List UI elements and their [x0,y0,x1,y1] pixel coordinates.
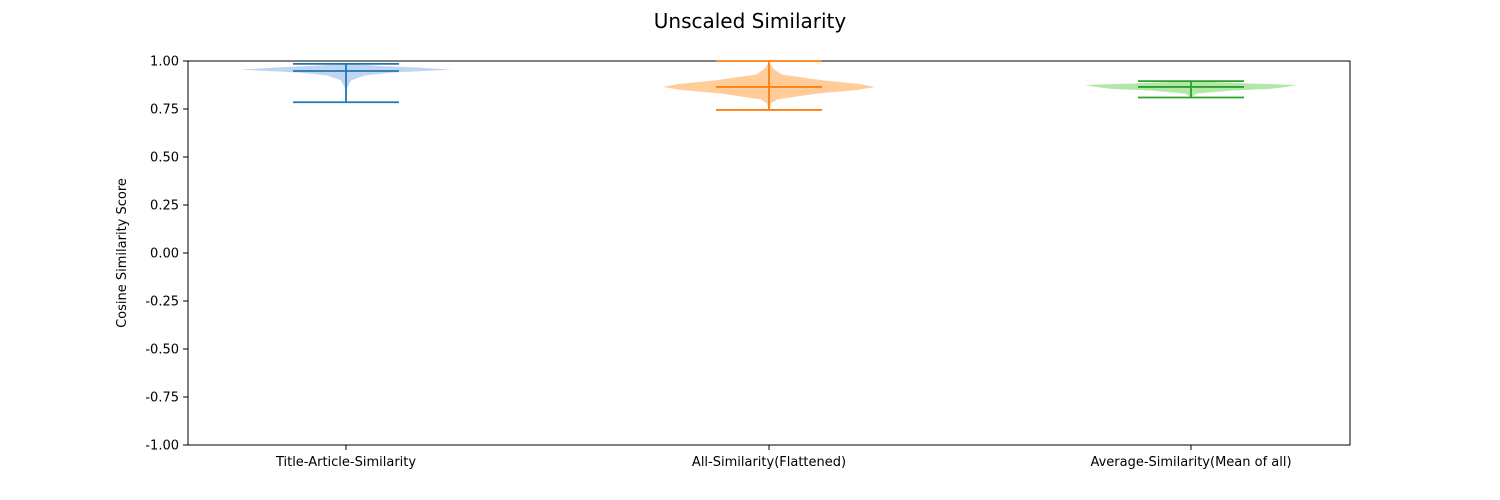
y-tick-label: 0.25 [150,199,179,214]
chart-title: Unscaled Similarity [654,9,847,33]
plot-area: -1.00 -0.75 -0.50 -0.25 0.00 0.25 0.50 0.75 1.00… [145,55,1351,470]
y-tick-label: -0.50 [145,343,179,358]
y-tick-label: -0.25 [145,295,179,310]
y-tick-label: -1.00 [145,439,179,454]
y-tick-label: 0.75 [150,103,179,118]
x-tick-label: Title-Article-Similarity [275,455,416,470]
y-axis-label: Cosine Similarity Score [115,178,130,328]
y-tick-label: 1.00 [150,55,179,70]
y-tick-label: 0.00 [150,247,179,262]
y-tick-label: -0.75 [145,391,179,406]
plot-frame [187,60,1351,446]
y-tick-label: 0.50 [150,151,179,166]
x-tick-label: All-Similarity(Flattened) [692,455,846,470]
x-tick-label: Average-Similarity(Mean of all) [1090,455,1291,470]
